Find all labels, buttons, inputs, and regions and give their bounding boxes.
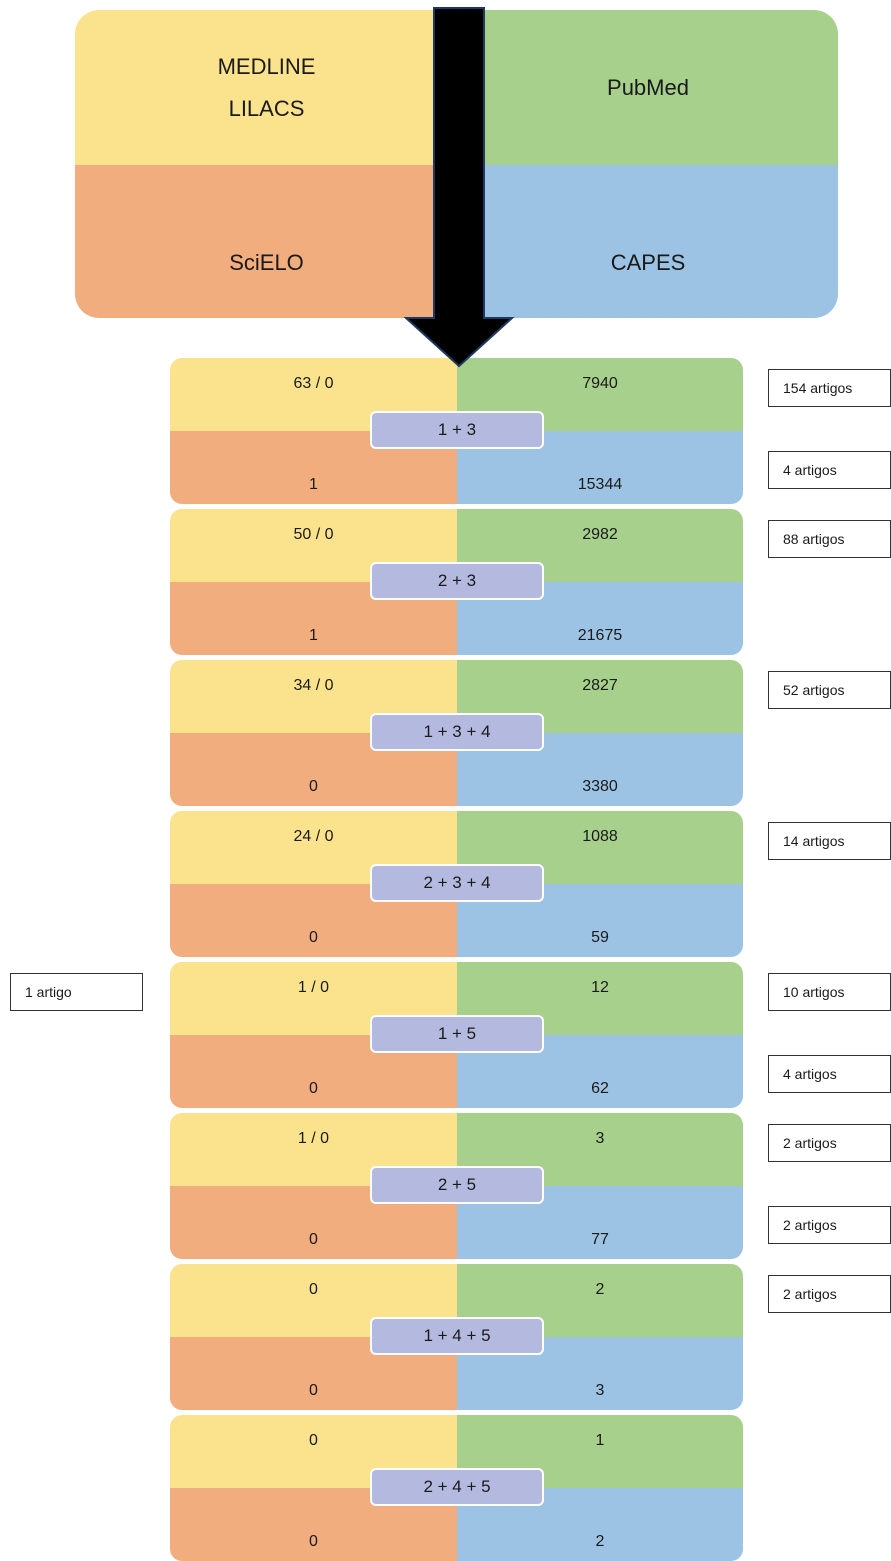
combination-label: 1 + 3	[437, 420, 477, 439]
lilacs-label: LILACS	[228, 95, 305, 121]
combination-label: 2 + 3 + 4	[423, 873, 491, 892]
capes-count-value: 15344	[577, 475, 623, 493]
result-count-label: 2 artigos	[768, 1275, 891, 1313]
capes-count-value: 3380	[582, 777, 618, 795]
combination-label: 2 + 4 + 5	[423, 1477, 491, 1496]
medline-lilacs-count-value: 63 / 0	[293, 374, 334, 392]
result-count-label: 154 artigos	[768, 369, 891, 407]
pubmed-box: PubMed	[458, 10, 838, 165]
pubmed-count-value: 1088	[582, 827, 618, 845]
scielo-count-value: 1	[309, 626, 318, 644]
medline-lilacs-count-value: 50 / 0	[293, 525, 334, 543]
result-count-label: 4 artigos	[768, 1055, 891, 1093]
combination-badge: 1 + 4 + 5	[370, 1317, 544, 1355]
pubmed-label: PubMed	[607, 74, 689, 100]
combination-badge: 1 + 5	[370, 1015, 544, 1053]
pubmed-count-value: 2982	[582, 525, 618, 543]
capes-count-value: 59	[591, 928, 609, 946]
medline-lilacs-count-value: 0	[309, 1280, 318, 1298]
scielo-count-value: 0	[309, 1532, 318, 1550]
scielo-count-value: 0	[309, 1230, 318, 1248]
result-count-label: 4 artigos	[768, 451, 891, 489]
combination-badge: 2 + 5	[370, 1166, 544, 1204]
result-count-label: 2 artigos	[768, 1124, 891, 1162]
down-arrow-icon	[403, 7, 515, 368]
scielo-count-value: 0	[309, 1381, 318, 1399]
result-count-label: 2 artigos	[768, 1206, 891, 1244]
result-count-label: 10 artigos	[768, 973, 891, 1011]
result-count-label: 1 artigo	[10, 973, 143, 1011]
capes-count-value: 21675	[577, 626, 623, 644]
medline-lilacs-count: 24 / 0	[170, 811, 457, 884]
capes-count-value: 62	[591, 1079, 609, 1097]
combination-badge: 1 + 3	[370, 411, 544, 449]
medline-lilacs-count: 1 / 0	[170, 1113, 457, 1186]
capes-box: CAPES	[458, 165, 838, 318]
pubmed-count-value: 3	[595, 1129, 605, 1147]
combination-label: 2 + 3	[437, 571, 477, 590]
medline-lilacs-box: MEDLINE LILACS	[75, 10, 458, 165]
scielo-count-value: 0	[309, 1079, 318, 1097]
medline-lilacs-count-value: 24 / 0	[293, 827, 334, 845]
capes-count-value: 77	[591, 1230, 609, 1248]
scielo-box: SciELO	[75, 165, 458, 318]
capes-label: CAPES	[610, 249, 686, 275]
combination-badge: 2 + 3 + 4	[370, 864, 544, 902]
medline-lilacs-count-value: 1 / 0	[297, 1129, 330, 1147]
combination-label: 1 + 5	[437, 1024, 477, 1043]
combination-badge: 2 + 3	[370, 562, 544, 600]
result-count-label: 88 artigos	[768, 520, 891, 558]
capes-count-value: 3	[595, 1381, 605, 1399]
pubmed-count-value: 7940	[582, 374, 618, 392]
combination-label: 1 + 3 + 4	[423, 722, 491, 741]
medline-lilacs-count-value: 34 / 0	[293, 676, 334, 694]
scielo-label: SciELO	[229, 249, 304, 275]
scielo-count-value: 1	[309, 475, 318, 493]
combination-badge: 1 + 3 + 4	[370, 713, 544, 751]
scielo-count-value: 0	[309, 777, 318, 795]
medline-lilacs-count-value: 1 / 0	[297, 978, 330, 996]
combination-badge: 2 + 4 + 5	[370, 1468, 544, 1506]
combination-label: 1 + 4 + 5	[423, 1326, 491, 1345]
capes-count-value: 2	[595, 1532, 605, 1550]
medline-label: MEDLINE	[217, 53, 316, 79]
result-count-label: 14 artigos	[768, 822, 891, 860]
medline-lilacs-count-value: 0	[309, 1431, 318, 1449]
result-count-label: 52 artigos	[768, 671, 891, 709]
pubmed-count-value: 2	[595, 1280, 605, 1298]
pubmed-count-value: 2827	[582, 676, 618, 694]
pubmed-count-value: 12	[591, 978, 609, 996]
combination-label: 2 + 5	[437, 1175, 477, 1194]
scielo-count-value: 0	[309, 928, 318, 946]
pubmed-count-value: 1	[595, 1431, 605, 1449]
